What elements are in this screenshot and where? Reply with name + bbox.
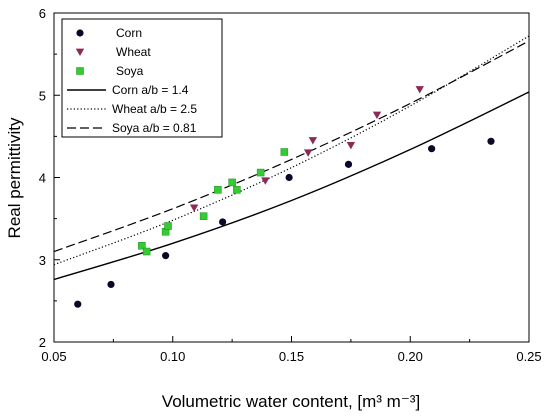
wheat-point — [415, 86, 424, 94]
x-tick-label: 0.20 — [398, 349, 423, 364]
y-tick-label: 2 — [39, 335, 46, 350]
y-axis: 2 3 4 5 6 — [39, 6, 60, 350]
corn-point — [285, 173, 293, 182]
wheat-point — [261, 177, 270, 185]
wheat-point — [189, 204, 199, 212]
legend-label: Corn a/b = 1.4 — [112, 83, 189, 97]
wheat-point — [308, 137, 318, 145]
soya-point — [228, 178, 236, 187]
x-tick-label: 0.10 — [160, 349, 185, 364]
corn-point — [107, 280, 115, 289]
soya-point — [233, 186, 241, 194]
x-tick-label: 0.05 — [41, 349, 66, 364]
y-tick-label: 5 — [39, 88, 46, 103]
x-tick-label: 0.15 — [279, 349, 304, 364]
soya-point — [280, 148, 289, 156]
wheat-point — [372, 111, 382, 119]
legend-label: Corn — [116, 26, 142, 40]
legend-marker — [75, 48, 85, 56]
soya-point — [256, 168, 265, 177]
x-axis: 0.05 0.10 0.15 0.20 0.25 — [41, 336, 542, 364]
legend-box — [61, 18, 223, 138]
x-tick-label: 0.25 — [516, 349, 541, 364]
legend-label: Wheat — [116, 45, 151, 59]
x-axis-title: Volumetric water content, [m³ m⁻³] — [162, 392, 420, 411]
y-tick-label: 6 — [39, 6, 46, 21]
y-tick-label: 3 — [39, 253, 46, 268]
soya-point — [142, 247, 151, 256]
y-tick-label: 4 — [39, 171, 46, 186]
soya-point — [214, 186, 222, 194]
corn-point — [487, 137, 495, 145]
wheat-point — [346, 142, 356, 150]
corn-point — [74, 300, 82, 308]
soya-point — [164, 222, 172, 230]
corn-point — [344, 160, 353, 168]
legend-marker — [76, 29, 84, 37]
legend-label: Wheat a/b = 2.5 — [112, 102, 197, 116]
corn-point — [162, 252, 170, 260]
legend-label: Soya — [116, 64, 144, 78]
legend-marker — [76, 67, 84, 75]
legend-label: Soya a/b = 0.81 — [112, 121, 197, 135]
soya-fit-curve — [53, 40, 530, 253]
legend: Corn Wheat Soya Corn a/b = 1.4 Wheat a/b = 2… — [61, 18, 223, 138]
corn-point — [219, 218, 227, 226]
y-axis-title: Real permittivity — [5, 117, 24, 238]
corn-point — [428, 145, 436, 153]
soya-point — [138, 242, 146, 250]
soya-point — [199, 212, 208, 220]
data-points — [74, 86, 495, 308]
corn-fit-curve — [53, 91, 530, 281]
fit-curves — [53, 35, 530, 281]
wheat-point — [303, 149, 313, 157]
